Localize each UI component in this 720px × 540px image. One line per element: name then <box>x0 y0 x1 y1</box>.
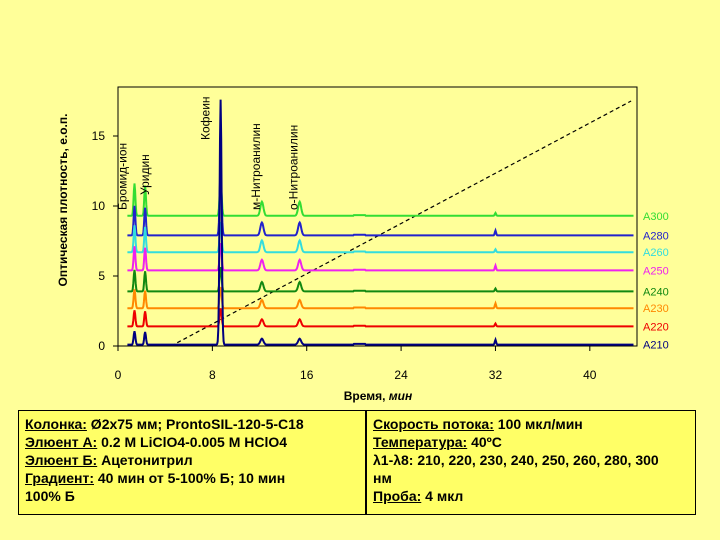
conditions-box-left: Колонка: Ø2x75 мм; ProntoSIL-120-5-C18 Э… <box>18 410 366 515</box>
y-tick-label: 5 <box>98 269 105 283</box>
x-tick-label: 40 <box>583 368 597 382</box>
series-label: A220 <box>643 321 669 333</box>
flow-rate-label: Скорость потока: <box>373 416 494 432</box>
peak-label: Бромид-ион <box>116 143 130 210</box>
y-tick-label: 15 <box>92 129 106 143</box>
x-tick-label: 32 <box>489 368 503 382</box>
gradient-value: 40 мин от 5-100% Б; 10 мин <box>94 470 286 486</box>
x-tick-label: 24 <box>394 368 408 382</box>
x-tick-label: 16 <box>300 368 314 382</box>
series-label: A260 <box>643 247 669 259</box>
wavelengths-value: λ1-λ8: 210, 220, 230, 240, 250, 260, 280… <box>373 452 659 468</box>
x-axis-label-unit: мин <box>389 389 413 403</box>
x-tick-label: 0 <box>115 368 122 382</box>
column-value: Ø2x75 мм; ProntoSIL-120-5-C18 <box>86 416 304 432</box>
eluent-a-label: Элюент А: <box>25 434 98 450</box>
y-axis-label: Оптическая плотность, е.о.п. <box>56 114 70 287</box>
peak-label: м-Нитроанилин <box>249 123 263 210</box>
series-label: A300 <box>643 211 669 223</box>
series-label: A230 <box>643 303 669 315</box>
sample-value: 4 мкл <box>421 488 464 504</box>
flow-rate-value: 100 мкл/мин <box>493 416 583 432</box>
gradient-hold: 100% Б <box>25 488 75 504</box>
series-line <box>127 243 634 272</box>
peak-label: о-Нитроанилин <box>287 125 301 210</box>
eluent-a-value: 0.2 M LiClO4-0.005 M HClO4 <box>97 434 288 450</box>
series-line <box>127 172 634 237</box>
series-line <box>127 99 634 346</box>
series-label: A250 <box>643 265 669 277</box>
series-line <box>127 308 634 328</box>
temperature-label: Температура: <box>373 434 468 450</box>
x-tick-label: 8 <box>209 368 216 382</box>
eluent-b-label: Элюент Б: <box>25 452 98 468</box>
plot-frame <box>117 86 638 347</box>
peak-label: Кофеин <box>199 96 213 140</box>
peak-label: Уридин <box>138 154 152 195</box>
conditions-box-right: Скорость потока: 100 мкл/мин Температура… <box>366 410 696 515</box>
x-axis-label: Время, мин <box>344 389 413 403</box>
series-line <box>127 221 634 254</box>
series-label: A210 <box>643 340 669 352</box>
series-label: A280 <box>643 230 669 242</box>
series-label: A240 <box>643 286 669 298</box>
temperature-value: 40ºС <box>467 434 502 450</box>
series-line <box>127 286 634 310</box>
x-axis-label-main: Время, <box>344 389 389 403</box>
y-tick-label: 10 <box>92 199 106 213</box>
y-tick-label: 0 <box>98 339 105 353</box>
gradient-label: Градиент: <box>25 470 94 486</box>
chromatogram-chart: 0 8 16 24 32 40 0 5 10 15 A300 A280 A260 A250 A240 A23… <box>56 86 669 403</box>
sample-label: Проба: <box>373 488 422 504</box>
eluent-b-value: Ацетонитрил <box>97 452 193 468</box>
series-line <box>127 179 634 217</box>
gradient-line <box>170 100 632 347</box>
wavelengths-unit: нм <box>373 470 392 486</box>
column-label: Колонка: <box>25 416 87 432</box>
series-line <box>127 267 634 293</box>
